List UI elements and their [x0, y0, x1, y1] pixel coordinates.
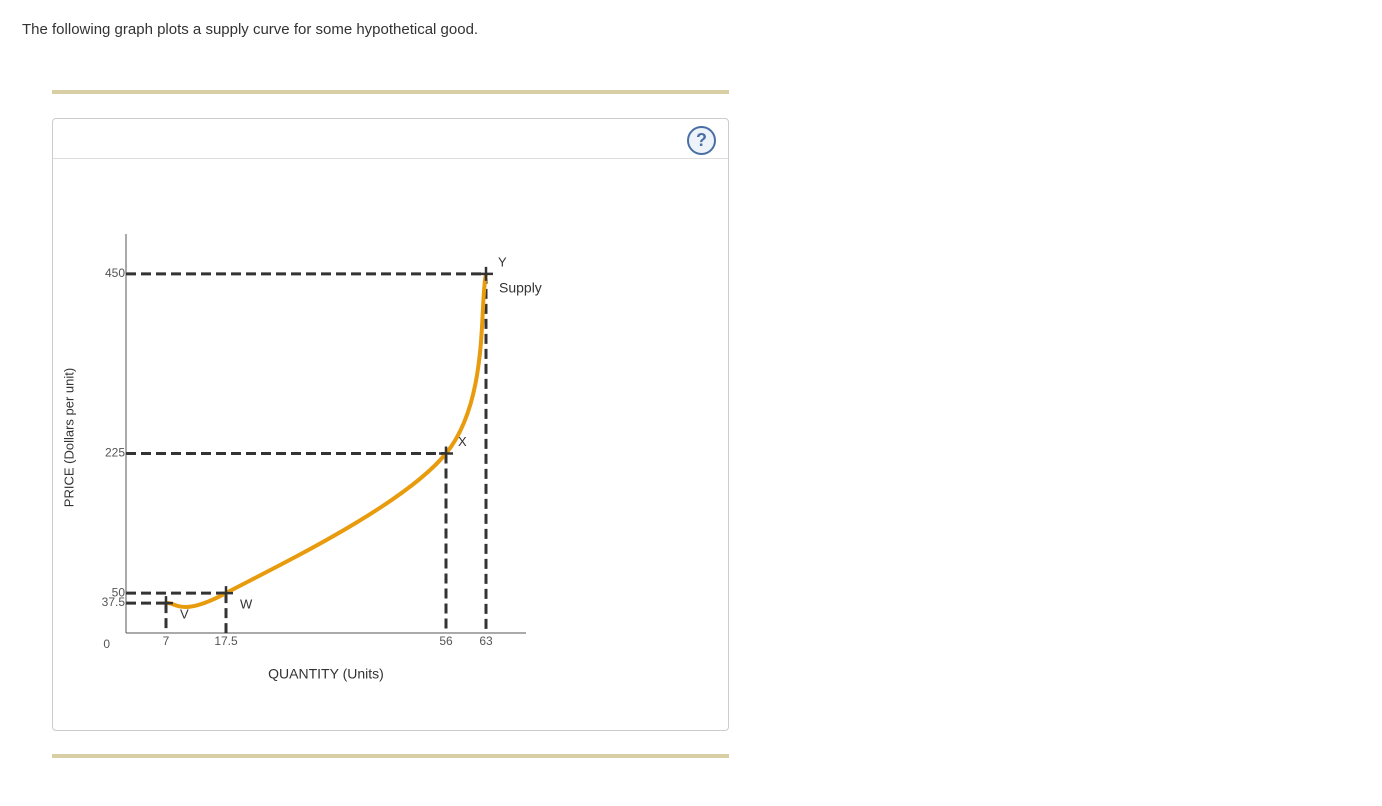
point-marker [219, 586, 233, 601]
supply-curve [165, 273, 488, 609]
x-axis-title: QUANTITY (Units) [268, 666, 384, 682]
point-label: X [458, 434, 467, 449]
x-tick-label: 17.5 [214, 634, 238, 648]
y-axis-title: PRICE (Dollars per unit) [61, 368, 76, 507]
divider [52, 754, 729, 758]
point-marker [439, 446, 453, 461]
series-label: Supply [499, 280, 542, 296]
help-button[interactable]: ? [687, 126, 716, 155]
x-tick-label: 63 [479, 634, 493, 648]
y-tick-label: 0 [103, 637, 110, 651]
y-tick-label: 225 [105, 446, 125, 460]
divider [52, 90, 729, 94]
x-tick-label: 7 [163, 634, 170, 648]
y-tick-label: 50 [112, 585, 126, 599]
y-tick-label: 450 [105, 266, 125, 280]
point-marker [479, 266, 493, 281]
point-label: Y [498, 254, 507, 269]
y-tick-label: 37.5 [102, 595, 126, 609]
x-tick-label: 56 [439, 634, 453, 648]
graph-panel: ? [52, 118, 729, 731]
point-label: W [240, 597, 253, 612]
panel-header: ? [53, 119, 728, 159]
point-marker [159, 596, 173, 611]
intro-text: The following graph plots a supply curve… [22, 21, 479, 38]
point-label: V [180, 607, 189, 622]
